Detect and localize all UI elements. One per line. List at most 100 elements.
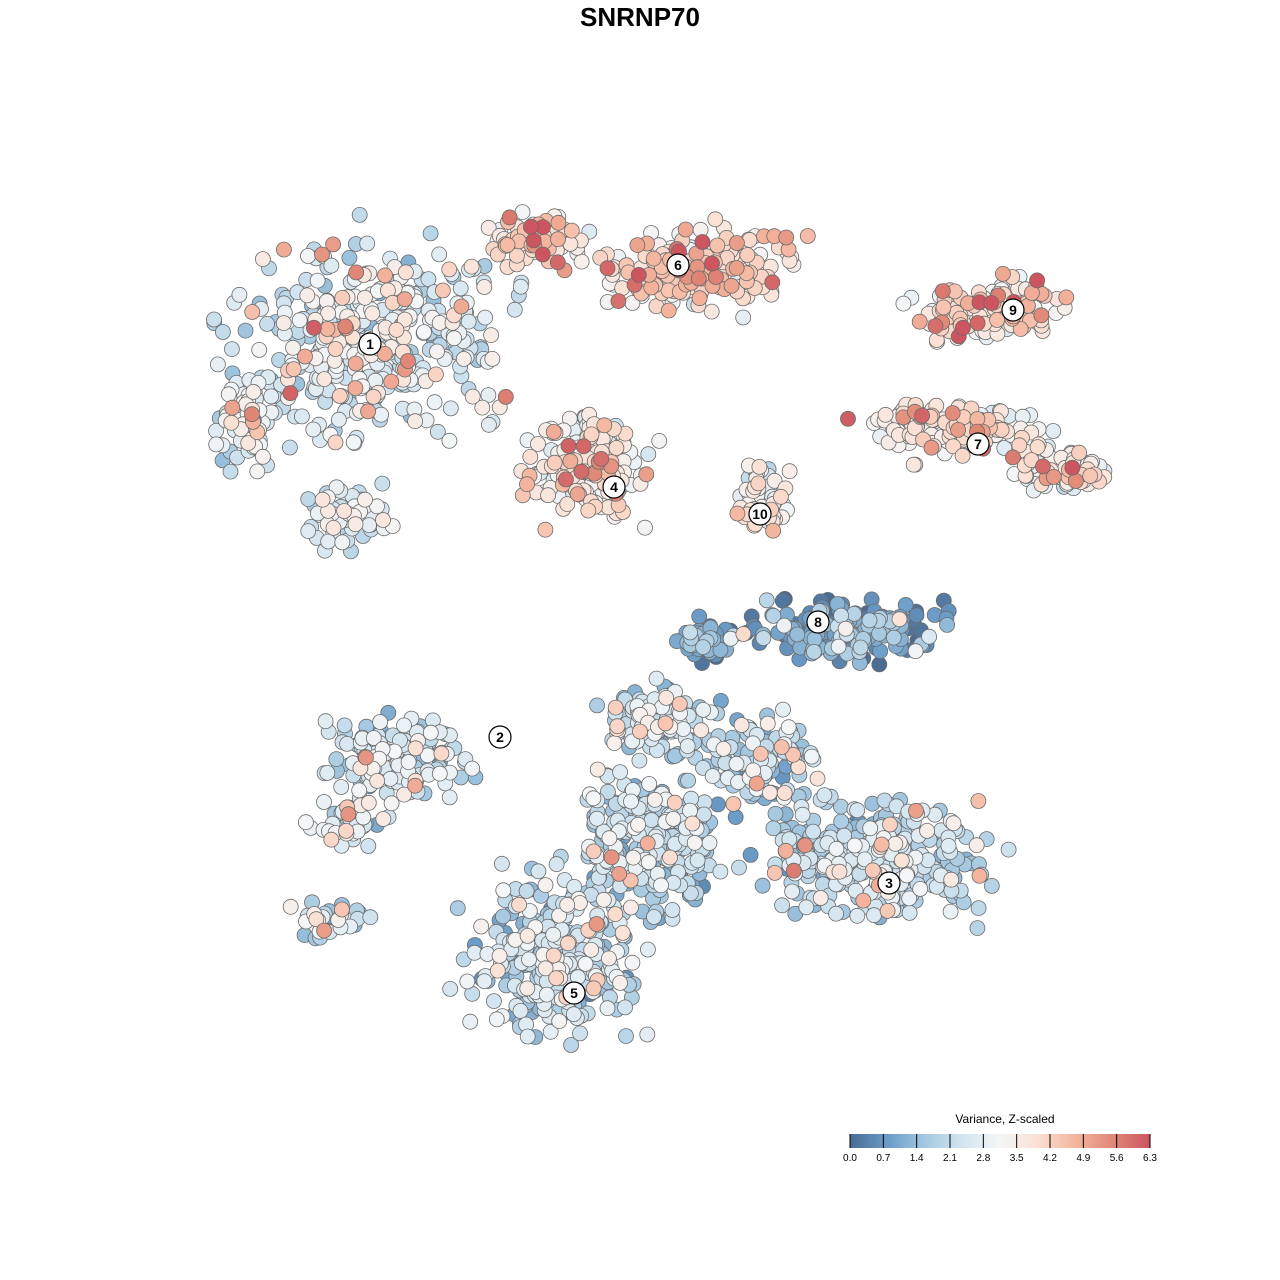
scatter-point: [537, 960, 554, 977]
scatter-point: [525, 232, 542, 249]
scatter-point: [285, 339, 301, 356]
scatter-point: [562, 453, 579, 470]
scatter-point: [1045, 468, 1062, 485]
scatter-point: [785, 746, 801, 763]
cluster-label-badge: [666, 253, 690, 277]
scatter-point: [223, 414, 240, 431]
scatter-point: [491, 948, 508, 964]
scatter-point: [563, 1037, 579, 1053]
scatter-point: [1033, 307, 1050, 324]
scatter-point: [245, 383, 262, 400]
scatter-point: [612, 975, 628, 991]
cluster-label-6: 6: [666, 253, 690, 277]
scatter-point: [715, 741, 732, 757]
scatter-point: [441, 261, 458, 278]
scatter-point: [776, 617, 792, 634]
scatter-point: [750, 475, 767, 492]
scatter-point: [327, 341, 344, 357]
scatter-point: [754, 877, 771, 894]
scatter-point: [512, 1003, 529, 1019]
cluster-labels: 1 2 3 4 5 6 7 8 9 10: [358, 253, 1025, 1005]
scatter-point: [944, 405, 961, 422]
scatter-point: [441, 789, 458, 806]
scatter-point: [573, 253, 590, 270]
scatter-point: [309, 272, 326, 289]
scatter-point: [548, 970, 565, 987]
scatter-point: [383, 795, 400, 812]
scatter-point: [333, 901, 350, 918]
scatter-point: [222, 463, 239, 480]
scatter-point: [442, 981, 459, 997]
scatter-point: [441, 432, 458, 449]
scatter-point: [275, 315, 292, 332]
scatter-point: [617, 999, 633, 1016]
scatter-point: [849, 802, 866, 819]
scatter-point: [275, 241, 292, 258]
scatter-point: [351, 206, 368, 223]
scatter-point: [214, 324, 231, 340]
cluster-label-text: 8: [814, 614, 822, 630]
scatter-point: [728, 755, 745, 772]
cluster-label-1: 1: [358, 332, 382, 356]
scatter-point: [518, 883, 535, 899]
scatter-point: [735, 309, 752, 326]
scatter-point: [563, 222, 580, 239]
scatter-point: [731, 859, 747, 876]
scatter-point: [666, 794, 683, 811]
scatter-point: [680, 772, 696, 789]
scatter-point: [846, 606, 862, 622]
scatter-point: [333, 779, 350, 795]
scatter-point: [549, 254, 566, 271]
scatter-point: [648, 670, 665, 687]
cluster-label-5: 5: [562, 981, 586, 1005]
scatter-point: [308, 911, 325, 928]
scatter-point: [695, 702, 712, 718]
scatter-point: [751, 458, 768, 475]
scatter-point: [291, 312, 308, 329]
scatter-point: [805, 823, 821, 840]
cluster-label-9: 9: [1001, 298, 1025, 322]
scatter-point: [455, 351, 472, 367]
scatter-point: [530, 863, 547, 880]
scatter-point: [983, 295, 1000, 311]
colorbar-tick-label: 2.8: [976, 1153, 990, 1164]
scatter-point: [488, 1011, 505, 1028]
scatter-point: [519, 476, 535, 493]
scatter-point: [970, 793, 987, 809]
scatter-point: [407, 777, 424, 794]
scatter-point: [208, 436, 225, 453]
scatter-point: [759, 715, 776, 732]
scatter-point: [297, 348, 313, 365]
scatter-point: [755, 630, 772, 646]
scatter-point: [422, 724, 439, 741]
scatter-point: [739, 247, 756, 263]
scatter-point: [600, 783, 616, 800]
scatter-point: [640, 854, 657, 871]
scatter-point: [646, 909, 662, 925]
scatter-point: [852, 639, 869, 656]
scatter-point: [459, 973, 476, 990]
scatter-point: [575, 438, 592, 455]
scatter-point: [745, 762, 762, 779]
scatter-point: [323, 257, 340, 274]
scatter-point: [729, 235, 745, 251]
scatter-point: [340, 806, 357, 823]
scatter-point: [316, 371, 333, 388]
scatter-point: [477, 309, 494, 326]
scatter-point: [323, 831, 340, 848]
scatter-point: [360, 403, 377, 420]
scatter-point: [629, 237, 646, 254]
scatter-point: [609, 718, 626, 735]
scatter-point: [624, 954, 641, 971]
scatter-point: [682, 624, 698, 641]
scatter-point: [733, 717, 750, 733]
scatter-point: [831, 863, 848, 880]
scatter-point: [630, 816, 646, 833]
scatter-point: [784, 883, 800, 900]
scatter-point: [585, 843, 602, 860]
scatter-point: [954, 447, 971, 464]
scatter-point: [1029, 439, 1046, 456]
scatter-point: [637, 519, 653, 536]
scatter-point: [767, 805, 784, 822]
scatter-point: [453, 298, 470, 315]
